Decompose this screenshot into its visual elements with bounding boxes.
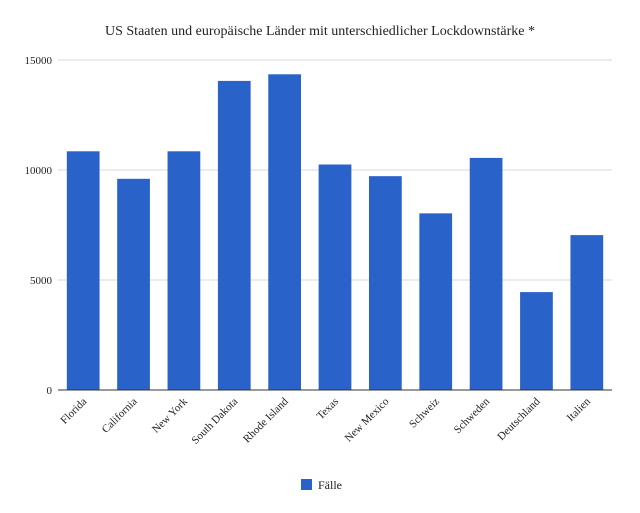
x-tick-label: Italien	[565, 395, 594, 424]
bar	[469, 157, 503, 390]
bar	[217, 80, 251, 391]
bar	[520, 292, 553, 390]
x-tick-label: Schweden	[452, 395, 493, 436]
legend-label: Fälle	[318, 478, 342, 492]
y-axis-tick-labels: 0 5000 10000 15000	[25, 55, 53, 397]
bar	[268, 74, 302, 391]
bar	[318, 164, 352, 390]
bar	[66, 151, 100, 390]
y-tick-label: 5000	[30, 275, 53, 287]
bar	[167, 151, 201, 390]
x-tick-label: Rhode Island	[241, 395, 291, 445]
bar	[570, 235, 604, 390]
y-tick-label: 15000	[25, 55, 53, 67]
x-tick-label: California	[100, 396, 140, 436]
x-tick-label: New Mexico	[343, 395, 392, 444]
bar	[419, 213, 453, 390]
chart-title: US Staaten und europäische Länder mit un…	[105, 24, 535, 39]
x-tick-label: New York	[150, 395, 190, 435]
legend: Fälle	[301, 478, 342, 492]
y-tick-label: 10000	[25, 165, 53, 177]
x-tick-label: South Dakota	[189, 396, 240, 447]
bar	[117, 178, 150, 390]
x-tick-label: Schweiz	[407, 396, 442, 431]
bars	[66, 74, 604, 391]
x-tick-label: Deutschland	[495, 395, 543, 443]
y-tick-label: 0	[47, 385, 53, 397]
legend-swatch	[301, 479, 312, 490]
bar	[368, 176, 402, 390]
x-axis-category-labels: Florida California New York South Dakota Rho…	[58, 395, 593, 446]
x-tick-label: Texas	[315, 396, 342, 423]
x-tick-label: Florida	[58, 396, 89, 427]
